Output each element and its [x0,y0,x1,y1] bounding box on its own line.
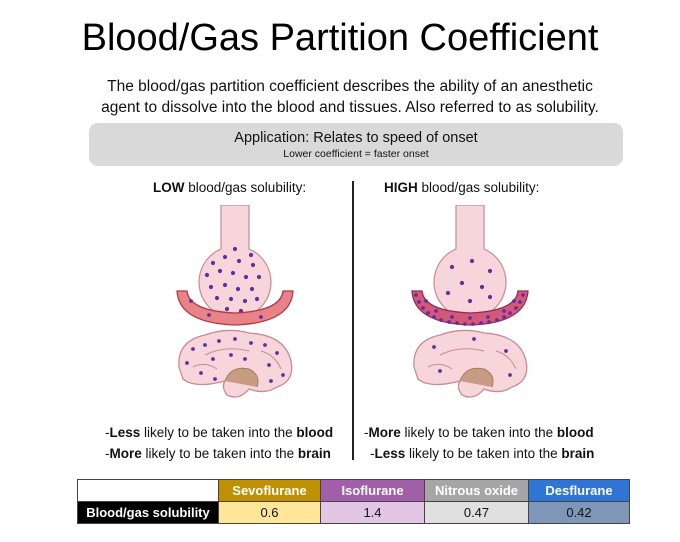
molecules-in-alveolus [204,246,262,314]
low-solubility-illustration [176,205,294,398]
solubility-table: Sevoflurane Isoflurane Nitrous oxide Des… [77,479,630,524]
table-header-row: Sevoflurane Isoflurane Nitrous oxide Des… [77,479,630,502]
table-corner-cell [77,479,219,502]
low-note-2: -More likely to be taken into the brain [105,446,331,461]
value-sevoflurane: 0.6 [218,501,321,524]
intro-line-1: The blood/gas partition coefficient desc… [107,78,593,95]
molecules-in-brain [185,337,285,383]
value-isoflurane: 1.4 [320,501,425,524]
page-title: Blood/Gas Partition Coefficient [81,17,599,59]
intro-line-2: agent to dissolve into the blood and tis… [101,99,599,116]
application-sub: Lower coefficient = faster onset [283,148,429,160]
high-solubility-illustration [411,205,529,398]
molecules-in-brain [432,337,512,377]
intro-text: The blood/gas partition coefficient desc… [70,76,630,118]
row-label: Blood/gas solubility [77,501,219,524]
molecules-in-blood [414,293,525,326]
header-nitrous-oxide: Nitrous oxide [424,479,529,502]
brain-icon [178,329,293,398]
blood-vessel-icon [411,290,529,326]
high-heading-bold: HIGH [384,180,418,195]
low-notes: -Less likely to be taken into the blood … [105,422,333,464]
column-divider [352,181,354,460]
alveolus-icon [198,205,272,319]
header-isoflurane: Isoflurane [320,479,425,502]
table-row: Blood/gas solubility 0.6 1.4 0.47 0.42 [77,501,630,524]
high-heading: HIGH blood/gas solubility: [384,180,539,195]
application-box: Application: Relates to speed of onset L… [89,123,623,166]
low-heading-bold: LOW [153,180,185,195]
blood-vessel-icon [176,290,294,326]
header-desflurane: Desflurane [528,479,630,502]
application-main: Application: Relates to speed of onset [234,130,478,146]
molecules-in-alveolus [445,258,493,304]
header-sevoflurane: Sevoflurane [218,479,321,502]
high-note-2: -Less likely to be taken into the brain [370,446,595,461]
molecules-in-blood [189,299,263,319]
brain-icon [413,329,528,398]
low-heading-rest: blood/gas solubility: [184,180,307,195]
high-heading-rest: blood/gas solubility: [417,180,540,195]
low-heading: LOW blood/gas solubility: [153,180,306,195]
high-notes: -More likely to be taken into the blood … [364,422,594,464]
value-desflurane: 0.42 [528,501,630,524]
low-note-1: -Less likely to be taken into the blood [105,425,334,440]
high-note-1: -More likely to be taken into the blood [364,425,594,440]
value-nitrous-oxide: 0.47 [424,501,529,524]
